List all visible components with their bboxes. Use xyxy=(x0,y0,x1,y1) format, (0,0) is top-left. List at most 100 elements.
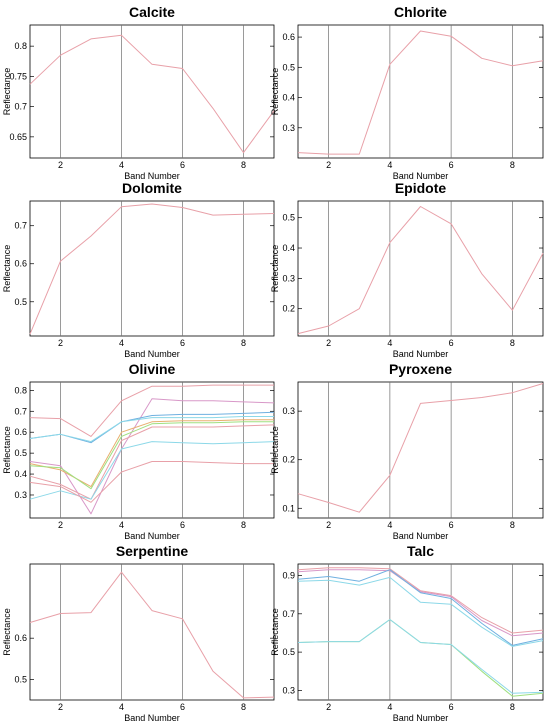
y-tick-label: 0.6 xyxy=(14,427,27,437)
x-tick-label: 2 xyxy=(58,160,63,170)
x-axis-label: Band Number xyxy=(124,349,180,359)
x-tick-label: 2 xyxy=(58,520,63,530)
chart-title: Calcite xyxy=(129,4,175,20)
plot-frame xyxy=(29,381,275,519)
series-line-7 xyxy=(29,424,275,500)
x-tick-label: 2 xyxy=(326,160,331,170)
x-axis-label: Band Number xyxy=(124,531,180,541)
series-line-3 xyxy=(297,569,544,646)
series-line-9 xyxy=(29,461,274,503)
y-axis-label: Reflectance xyxy=(270,426,280,474)
series-line-2 xyxy=(297,569,544,637)
series-line-6 xyxy=(29,421,274,490)
y-tick-label: 0.3 xyxy=(282,685,295,695)
x-tick-label: 2 xyxy=(326,338,331,348)
plot-frame xyxy=(297,381,544,519)
plot-frame xyxy=(29,200,275,337)
x-tick-label: 6 xyxy=(449,160,454,170)
x-tick-label: 8 xyxy=(241,338,246,348)
x-tick-label: 8 xyxy=(510,160,515,170)
x-axis-label: Band Number xyxy=(393,531,449,541)
y-tick-label: 0.3 xyxy=(282,406,295,416)
series-line-8 xyxy=(29,441,275,500)
y-axis-label: Reflectance xyxy=(2,608,12,656)
x-tick-label: 8 xyxy=(241,702,246,712)
x-tick-label: 4 xyxy=(119,338,124,348)
y-tick-label: 0.5 xyxy=(282,647,295,657)
x-tick-label: 4 xyxy=(387,160,392,170)
series-line-4 xyxy=(29,416,274,443)
x-tick-label: 2 xyxy=(326,702,331,712)
x-tick-label: 2 xyxy=(58,702,63,712)
chart-title: Pyroxene xyxy=(389,361,452,377)
series-line-5 xyxy=(297,619,544,697)
y-axis-label: Reflectance xyxy=(2,68,12,116)
chart-panel-talc: 2 4 6 8 0.3 0.5 0.7 0.9 Talc Band Number Reflectan… xyxy=(270,543,544,721)
chart-title: Serpentine xyxy=(116,543,189,559)
y-tick-label: 0.5 xyxy=(14,297,27,307)
y-tick-label: 0.65 xyxy=(9,132,27,142)
x-axis-label: Band Number xyxy=(393,349,449,359)
y-axis-label: Reflectance xyxy=(270,245,280,293)
y-tick-label: 0.6 xyxy=(282,32,295,42)
x-tick-label: 8 xyxy=(241,520,246,530)
plot-frame xyxy=(29,24,275,159)
chart-title: Dolomite xyxy=(122,180,182,196)
x-tick-label: 6 xyxy=(449,702,454,712)
y-tick-label: 0.5 xyxy=(14,674,27,684)
y-tick-label: 0.2 xyxy=(282,304,295,314)
y-tick-label: 0.7 xyxy=(282,609,295,619)
series-line-2 xyxy=(29,398,275,515)
series-line-1 xyxy=(29,203,275,335)
y-tick-label: 0.3 xyxy=(282,273,295,283)
y-tick-label: 0.9 xyxy=(282,570,295,580)
chart-title: Epidote xyxy=(395,180,447,196)
plot-frame xyxy=(29,563,275,701)
y-tick-label: 0.6 xyxy=(14,259,27,269)
x-tick-label: 8 xyxy=(241,160,246,170)
x-axis-label: Band Number xyxy=(124,171,180,181)
y-tick-label: 0.5 xyxy=(14,448,27,458)
y-axis-label: Reflectance xyxy=(270,68,280,116)
series-line-6 xyxy=(297,619,544,694)
x-tick-label: 4 xyxy=(119,520,124,530)
y-tick-label: 0.7 xyxy=(14,221,27,231)
series-line-1 xyxy=(29,384,274,437)
chart-title: Olivine xyxy=(129,361,176,377)
plot-frame xyxy=(297,24,544,159)
y-tick-label: 0.8 xyxy=(14,385,27,395)
y-tick-label: 0.8 xyxy=(14,41,27,51)
x-tick-label: 2 xyxy=(326,520,331,530)
plot-frame xyxy=(297,563,544,701)
chart-panel-calcite: 2 4 6 8 0.65 0.7 0.75 0.8 Calcite Band Number Refl… xyxy=(2,4,275,181)
x-tick-label: 8 xyxy=(510,702,515,712)
series-line-1 xyxy=(297,383,544,513)
chart-panel-dolomite: 2 4 6 8 0.5 0.6 0.7 Dolomite Band Number Reflecta… xyxy=(2,180,275,359)
x-tick-label: 4 xyxy=(119,160,124,170)
chart-title: Talc xyxy=(407,543,434,559)
x-tick-label: 4 xyxy=(387,338,392,348)
x-tick-label: 4 xyxy=(387,702,392,712)
series-line-4 xyxy=(297,576,544,647)
y-axis-label: Reflectance xyxy=(2,426,12,474)
x-tick-label: 6 xyxy=(180,160,185,170)
series-line-1 xyxy=(297,30,544,155)
series-line-1 xyxy=(29,571,275,699)
x-tick-label: 4 xyxy=(119,702,124,712)
x-tick-label: 2 xyxy=(58,338,63,348)
x-tick-label: 6 xyxy=(180,520,185,530)
x-axis-label: Band Number xyxy=(124,713,180,721)
chart-panel-serpentine: 2 4 6 8 0.5 0.6 Serpentine Band Number Reflectan… xyxy=(2,543,275,721)
series-line-1 xyxy=(29,34,275,154)
chart-panel-olivine: 2 4 6 8 0.3 0.4 0.5 0.6 0.7 0.8 Olivine Band Number… xyxy=(2,361,275,541)
chart-panel-chlorite: 2 4 6 8 0.3 0.4 0.5 0.6 Chlorite Band Number Refle… xyxy=(270,4,544,181)
chart-title: Chlorite xyxy=(394,4,447,20)
x-tick-label: 6 xyxy=(180,338,185,348)
plot-frame xyxy=(297,200,544,337)
y-tick-label: 0.3 xyxy=(282,123,295,133)
y-tick-label: 0.7 xyxy=(14,102,27,112)
y-tick-label: 0.3 xyxy=(14,490,27,500)
x-tick-label: 8 xyxy=(510,520,515,530)
x-axis-label: Band Number xyxy=(393,713,449,721)
